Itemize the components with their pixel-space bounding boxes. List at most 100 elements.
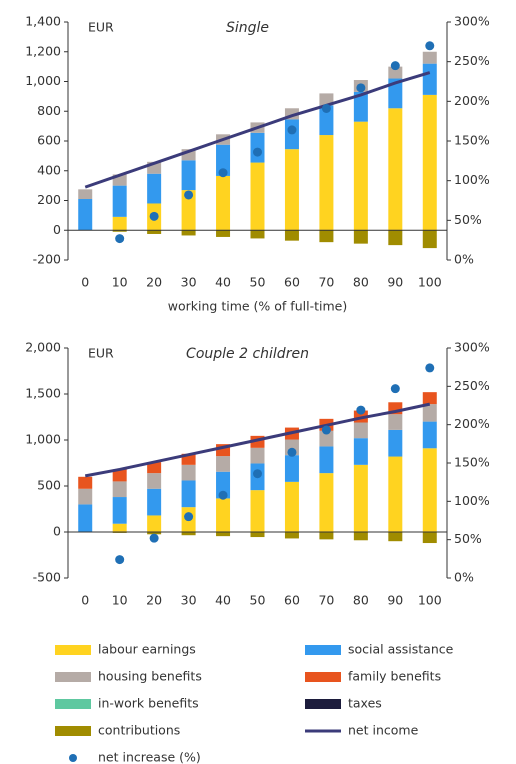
- bar: [284, 149, 299, 231]
- x-tick-label: 20: [146, 593, 162, 608]
- bar: [112, 469, 127, 482]
- x-tick-label: 70: [318, 275, 334, 290]
- legend-label: housing benefits: [98, 669, 202, 684]
- bar: [388, 414, 403, 430]
- bar: [250, 435, 265, 448]
- legend-swatch: [55, 699, 91, 709]
- bar: [422, 63, 437, 95]
- legend-label: labour earnings: [98, 642, 196, 657]
- y-tick-label: 2,000: [25, 340, 61, 355]
- dot: [184, 190, 194, 200]
- bar: [250, 532, 265, 538]
- line: [84, 402, 431, 478]
- bar: [284, 108, 299, 120]
- dot: [115, 555, 125, 565]
- bar: [388, 532, 403, 542]
- bar: [284, 230, 299, 241]
- dot: [425, 363, 435, 373]
- bar: [181, 160, 196, 191]
- bar: [388, 402, 403, 415]
- y-tick-label: 600: [37, 133, 61, 148]
- y2-tick-label: 300%: [454, 14, 490, 29]
- bar: [112, 497, 127, 524]
- chart-title: Couple 2 children: [186, 346, 309, 362]
- dot: [253, 147, 262, 157]
- bar: [147, 161, 162, 174]
- bar: [112, 523, 127, 532]
- bar: [216, 144, 231, 176]
- bar: [112, 216, 127, 231]
- dot: [356, 405, 366, 415]
- bar: [216, 471, 231, 499]
- dot: [184, 512, 194, 522]
- dot: [390, 61, 400, 71]
- y2-tick-label: 50%: [454, 531, 482, 546]
- legend-swatch: [305, 645, 341, 655]
- bar: [216, 175, 231, 231]
- bar: [422, 392, 437, 405]
- y-tick-label: 1,400: [25, 14, 61, 29]
- y-tick-label: 0: [53, 222, 61, 237]
- legend-label: family benefits: [348, 669, 441, 684]
- y2-tick-label: 250%: [454, 53, 490, 68]
- x-tick-label: 0: [81, 275, 89, 290]
- chart-title: Single: [226, 20, 269, 36]
- bar: [112, 230, 127, 232]
- bar: [216, 444, 231, 457]
- x-tick-label: 90: [387, 275, 403, 290]
- y-axis-label: EUR: [88, 20, 114, 35]
- dot: [218, 168, 228, 178]
- y2-tick-label: 250%: [454, 378, 490, 393]
- legend-swatch: [305, 699, 341, 709]
- legend-swatch: [55, 726, 91, 736]
- x-tick-label: 30: [181, 275, 197, 290]
- bar: [353, 230, 368, 244]
- y2-tick-label: 300%: [454, 340, 490, 355]
- y-tick-label: 0: [53, 524, 61, 539]
- x-tick-label: 80: [353, 593, 369, 608]
- bar: [181, 480, 196, 508]
- dot: [218, 490, 228, 500]
- bar: [319, 105, 334, 136]
- y2-tick-label: 0%: [454, 252, 474, 267]
- y-tick-label: 400: [37, 162, 61, 177]
- bar: [112, 174, 127, 186]
- bar: [353, 532, 368, 541]
- y2-tick-label: 150%: [454, 455, 490, 470]
- bar: [353, 422, 368, 439]
- y2-tick-label: 100%: [454, 493, 490, 508]
- dot: [390, 384, 400, 394]
- y-tick-label: 200: [37, 192, 61, 207]
- bar: [319, 135, 334, 231]
- legend-label: social assistance: [348, 642, 454, 657]
- bar: [388, 456, 403, 532]
- legend-swatch: [55, 672, 91, 682]
- bar: [181, 190, 196, 231]
- x-tick-label: 70: [318, 593, 334, 608]
- legend-label: taxes: [348, 696, 382, 711]
- legend-swatch: [69, 754, 77, 762]
- bar: [319, 446, 334, 474]
- y2-tick-label: 150%: [454, 133, 490, 148]
- y2-tick-label: 200%: [454, 93, 490, 108]
- y2-tick-label: 200%: [454, 416, 490, 431]
- bar: [319, 473, 334, 532]
- bar: [216, 456, 231, 472]
- bar: [250, 447, 265, 464]
- dot: [425, 41, 435, 51]
- dot: [253, 469, 262, 479]
- bar: [78, 189, 93, 200]
- dot: [149, 533, 159, 543]
- bar: [147, 532, 162, 535]
- dot: [321, 425, 331, 435]
- y-tick-label: 1,500: [25, 386, 61, 401]
- x-tick-label: 60: [284, 593, 300, 608]
- y-tick-label: 500: [37, 478, 61, 493]
- bar: [422, 421, 437, 449]
- x-tick-label: 100: [418, 275, 442, 290]
- bar: [422, 404, 437, 422]
- x-tick-label: 10: [112, 275, 128, 290]
- bar: [181, 149, 196, 161]
- x-tick-label: 90: [387, 593, 403, 608]
- x-tick-label: 100: [418, 593, 442, 608]
